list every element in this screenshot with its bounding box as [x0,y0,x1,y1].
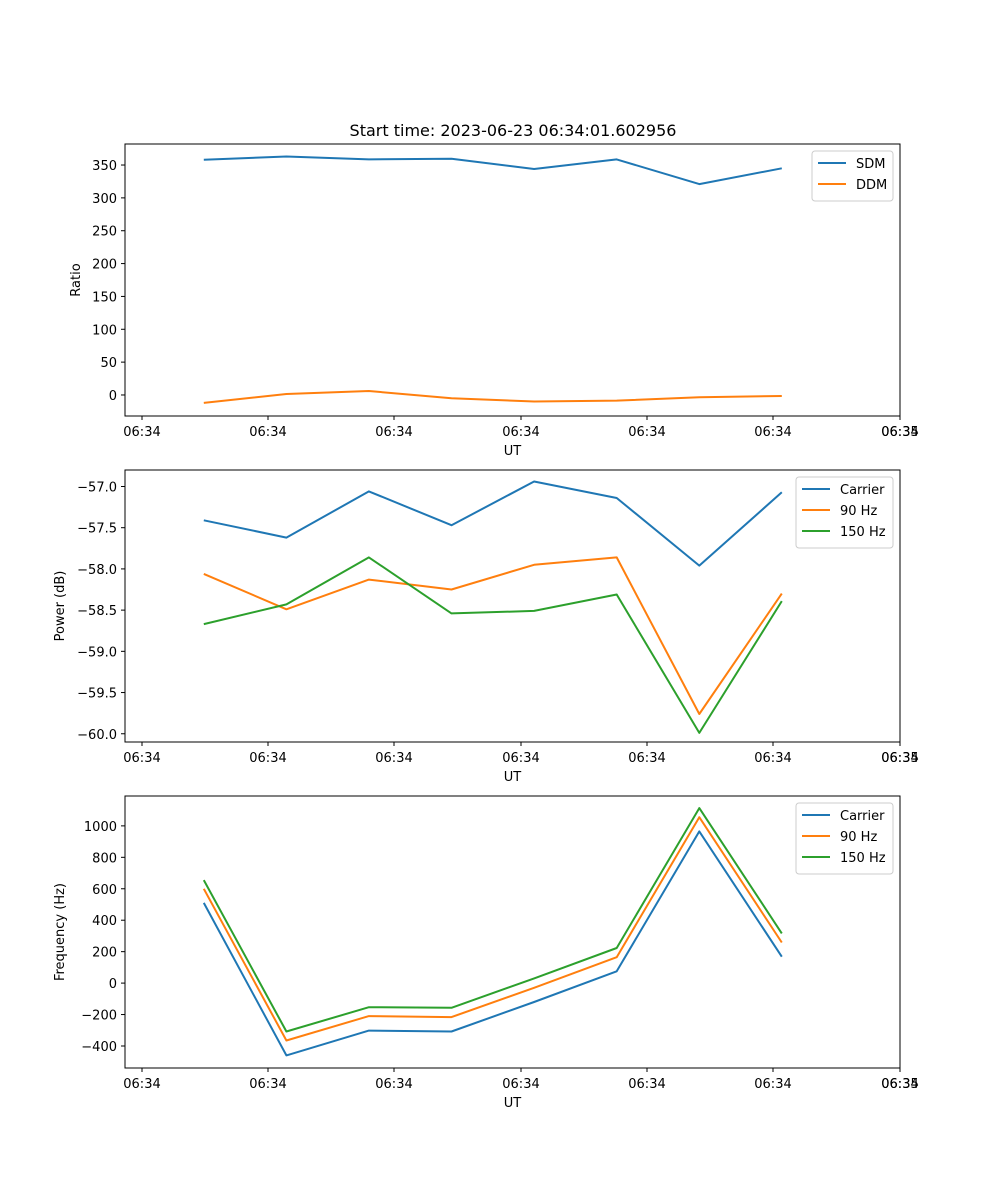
x-tick-label: 06:34 [881,1077,918,1092]
y-axis-label: Frequency (Hz) [53,883,68,981]
y-axis-label: Power (dB) [53,571,68,642]
legend-label: 150 Hz [840,851,886,866]
x-tick-label: 06:34 [502,751,539,766]
x-tick-label: 06:34 [881,751,918,766]
legend-label: DDM [856,178,887,193]
x-tick-label: 06:34 [375,1077,412,1092]
series-line-150-hz [202,807,783,1033]
x-tick-label: 06:34 [628,1077,665,1092]
y-tick-label: −200 [81,1009,117,1024]
plot-frame [124,143,901,417]
x-axis-label: UT [504,770,522,785]
legend-label: Carrier [840,483,885,498]
x-tick-label: 06:34 [249,425,286,440]
series-line-ddm [203,390,782,404]
y-tick-label: −60.0 [77,728,117,743]
y-tick-label: 600 [92,883,117,898]
x-tick-label: 06:34 [375,425,412,440]
x-tick-label: 06:34 [628,751,665,766]
series-line-carrier [203,480,783,567]
y-tick-label: 1000 [84,820,117,835]
legend: Carrier 90 Hz 150 Hz [795,802,894,875]
y-tick-label: 150 [92,290,117,305]
y-tick-label: 0 [109,977,117,992]
x-tick-label: 06:34 [249,751,286,766]
x-axis-label: UT [504,444,522,459]
y-tick-label: −59.0 [77,645,117,660]
x-tick-label: 06:34 [375,751,412,766]
y-tick-label: 100 [92,323,117,338]
y-tick-label: 200 [92,946,117,961]
y-tick-label: −57.0 [77,480,117,495]
chart-panel-1: 06:34 06:34 06:34 06:34 06:34 06:34 06:3406:35… [69,143,919,459]
y-tick-label: 0 [109,389,117,404]
x-tick-label: 06:34 [754,425,791,440]
x-axis-label: UT [504,1096,522,1111]
x-tick-label: 06:34 [123,425,160,440]
x-tick-label: 06:35 [881,751,918,766]
y-tick-label: −400 [81,1040,117,1055]
y-axis-label: Ratio [69,263,84,296]
legend-label: Carrier [840,809,885,824]
y-tick-label: −58.5 [77,604,117,619]
y-tick-label: 200 [92,258,117,273]
x-tick-label: 06:34 [502,1077,539,1092]
y-tick-label: −57.5 [77,522,117,537]
legend: Carrier 90 Hz 150 Hz [795,476,894,549]
legend-label: 90 Hz [840,504,877,519]
legend: SDM DDM [811,150,894,202]
legend-label: 90 Hz [840,830,877,845]
series-line-sdm [203,155,782,186]
series-line-90-hz [202,816,783,1042]
plot-frame [124,795,901,1069]
y-tick-label: 300 [92,192,117,207]
series-line-90-hz [203,556,783,715]
chart-panel-2: 06:34 06:34 06:34 06:34 06:34 06:34 06:3406:35… [53,469,919,785]
chart-panel-3: 06:34 06:34 06:34 06:34 06:34 06:34 06:3406:35… [53,795,919,1111]
series-line-carrier [202,830,783,1057]
x-tick-label: 06:35 [881,1077,918,1092]
x-tick-label: 06:34 [754,1077,791,1092]
x-tick-label: 06:34 [881,425,918,440]
y-tick-label: 400 [92,914,117,929]
y-tick-label: −59.5 [77,687,117,702]
x-tick-label: 06:34 [123,751,160,766]
x-tick-label: 06:34 [754,751,791,766]
x-tick-label: 06:34 [628,425,665,440]
series-line-150-hz [203,556,783,734]
x-tick-label: 06:35 [881,425,918,440]
x-tick-label: 06:34 [123,1077,160,1092]
chart-panels: 06:34 06:34 06:34 06:34 06:34 06:34 06:3406:35… [53,143,919,1111]
x-tick-label: 06:34 [502,425,539,440]
figure-title: Start time: 2023-06-23 06:34:01.602956 [350,121,677,140]
x-tick-label: 06:34 [249,1077,286,1092]
legend-label: 150 Hz [840,525,886,540]
y-tick-label: 800 [92,851,117,866]
plot-frame [124,469,901,743]
y-tick-label: −58.0 [77,563,117,578]
y-tick-label: 350 [92,159,117,174]
legend-label: SDM [856,157,885,172]
y-tick-label: 250 [92,225,117,240]
y-tick-label: 50 [100,356,117,371]
